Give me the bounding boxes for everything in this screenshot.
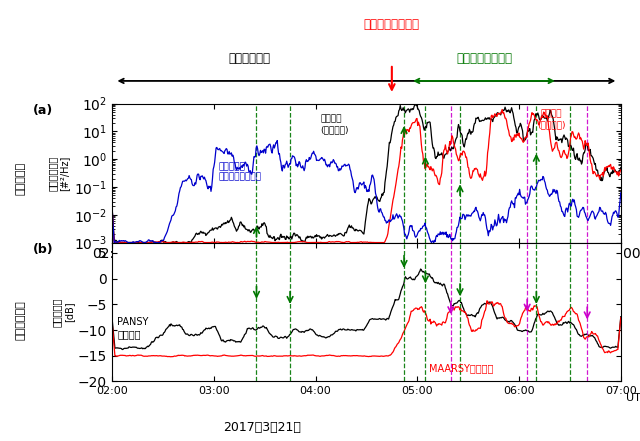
- Text: 脈動オーロラ観測: 脈動オーロラ観測: [456, 52, 512, 66]
- Text: 地磁気の圧縮: 地磁気の圧縮: [228, 52, 270, 66]
- Text: 電磁イオン
サイクロトロン波: 電磁イオン サイクロトロン波: [219, 162, 262, 181]
- Y-axis label: 電磁波の強度
[#²/Hz]: 電磁波の強度 [#²/Hz]: [48, 155, 70, 191]
- Text: 2017年3月21日: 2017年3月21日: [223, 422, 301, 434]
- Text: コーラス
(高周波帯): コーラス (高周波帯): [538, 110, 566, 129]
- Text: (b): (b): [33, 243, 54, 255]
- Text: あらせ衛星: あらせ衛星: [15, 162, 26, 195]
- Text: コーラス
(低周波帯): コーラス (低周波帯): [321, 115, 349, 134]
- Text: PANSY
レーダー: PANSY レーダー: [117, 317, 148, 339]
- Text: 大気レーダー: 大気レーダー: [15, 300, 26, 340]
- Text: UT: UT: [626, 392, 640, 403]
- Y-axis label: エコー強度
[dB]: エコー強度 [dB]: [52, 297, 74, 327]
- Text: (a): (a): [33, 104, 53, 116]
- Text: MAARSYレーダー: MAARSYレーダー: [429, 363, 494, 374]
- Text: オーロラ爆発開始: オーロラ爆発開始: [364, 18, 420, 30]
